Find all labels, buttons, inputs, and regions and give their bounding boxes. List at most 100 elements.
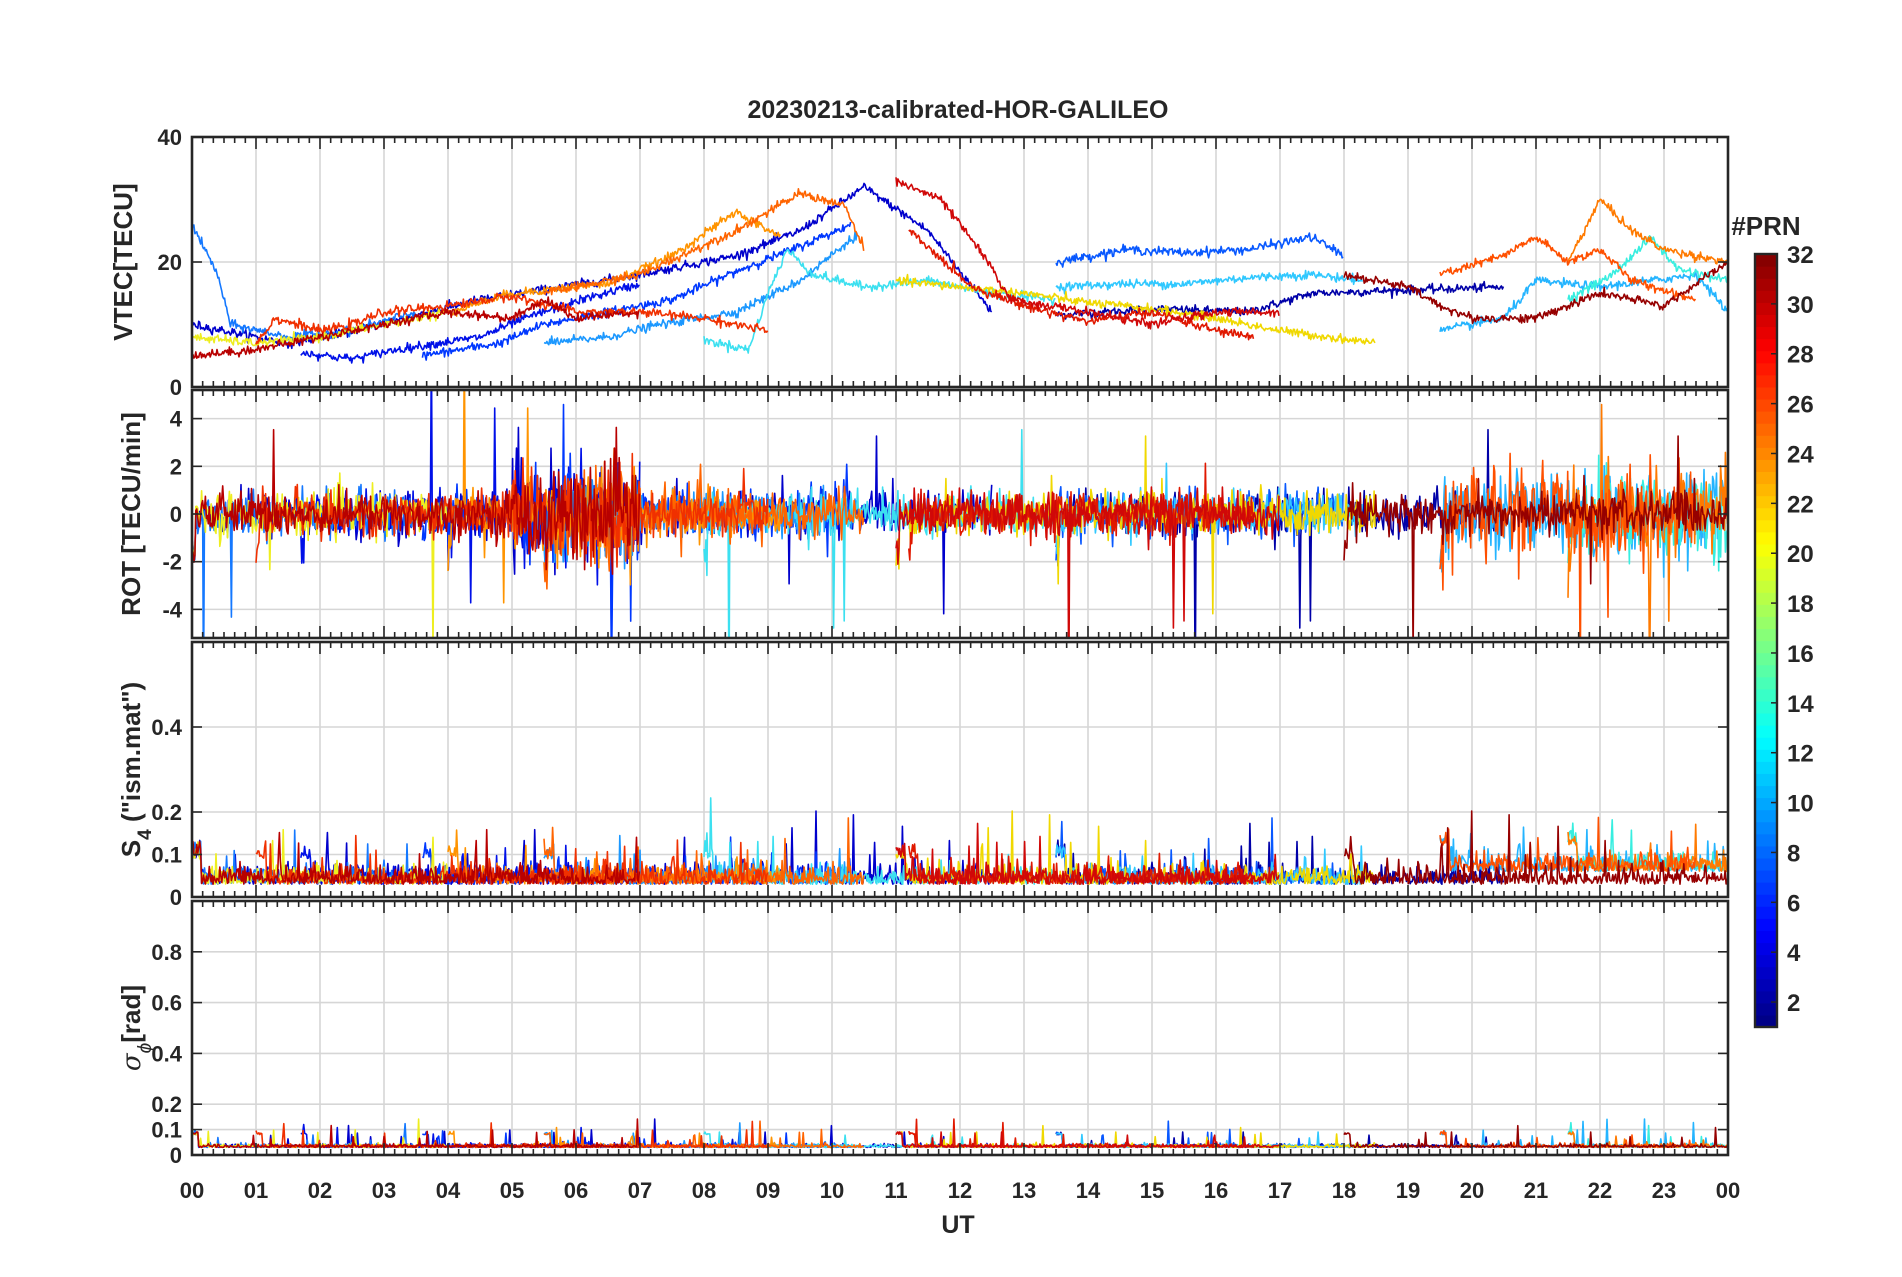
colorbar-segment [1755,882,1777,895]
x-tick-label: 01 [244,1178,268,1203]
x-tick-label: 03 [372,1178,396,1203]
colorbar-segment [1755,531,1777,545]
colorbar-segment [1755,894,1777,907]
colorbar-segment [1755,483,1777,497]
series-group-sigma [192,1118,1728,1149]
colorbar-tick-label: 18 [1787,591,1814,618]
series-line-prn-9 [1055,269,1363,295]
colorbar-segment [1755,978,1777,992]
y-axis-label-s4: S4 ("ism.mat") [116,682,156,857]
panel-s4: 0 0.1 0.2 0.4S4 ("ism.mat") [116,640,1730,910]
colorbar-segment [1755,398,1777,412]
colorbar-segment [1755,906,1777,919]
series-line-prn-21 [192,296,640,359]
x-tick-label: 05 [500,1178,524,1203]
x-tick-label: 16 [1204,1178,1228,1203]
series-line-prn-21 [192,1118,640,1149]
colorbar-tick-label: 14 [1787,691,1814,718]
colorbar-segment [1755,495,1777,509]
panel-vtec: 0 20 40 VTEC[TECU] [108,125,1730,400]
colorbar-segment [1755,278,1777,291]
y-tick-label-sigma: 0.6 [151,991,182,1016]
colorbar-segment [1755,918,1777,931]
colorbar-segment [1755,459,1777,473]
x-tick-label: 18 [1332,1178,1356,1203]
x-tick-label: 02 [308,1178,332,1203]
x-tick-label: 15 [1140,1178,1164,1203]
colorbar-segment [1755,845,1777,859]
series-line-prn-20 [895,822,1280,885]
y-tick-label-s4: 0.2 [151,800,182,825]
colorbar-segment [1755,543,1777,557]
x-tick-label: 20 [1460,1178,1484,1203]
series-line-prn-22 [1343,810,1728,885]
series-line-prn-22 [1343,261,1728,325]
series-line-prn-21 [192,426,641,575]
colorbar-segment [1755,785,1777,799]
colorbar-segment [1755,652,1777,666]
colorbar-segment [1755,833,1777,847]
y-tick-label-sigma: 0.8 [151,940,182,965]
series-line-prn-15 [1567,198,1728,266]
colorbar-label: #PRN [1731,211,1800,241]
y-tick-label-sigma: 0.1 [151,1118,182,1143]
colorbar-segment [1755,954,1777,968]
colorbar-segment [1755,1014,1777,1028]
series-line-prn-7 [543,231,858,346]
colorbar-segment [1755,411,1777,424]
colorbar-tick-label: 2 [1787,990,1800,1017]
colorbar-tick-label: 8 [1787,840,1800,867]
panel-rot: -4 -2 0 2 4 ROT [TECU/min] [116,388,1730,640]
colorbar-tick-label: 12 [1787,741,1814,768]
colorbar-segment [1755,857,1777,871]
series-line-prn-3 [300,282,640,364]
colorbar-tick-label: 32 [1787,242,1814,269]
colorbar-segment [1755,616,1777,630]
colorbar-segment [1755,447,1777,460]
colorbar-segment [1755,314,1777,328]
colorbar-segment [1755,290,1777,303]
x-axis: 00 01 02 03 04 05 06 07 08 09 10 11 12 13 14 15 16 17 18 19… [180,1178,1740,1203]
colorbar-segment [1755,555,1777,569]
y-tick-label-sigma: 0.4 [151,1041,182,1066]
colorbar-tick-label: 28 [1787,342,1814,369]
colorbar-segment [1755,302,1777,315]
colorbar-segment [1755,604,1777,617]
colorbar-segment [1755,362,1777,376]
colorbar-tick-label: 6 [1787,890,1800,917]
colorbar-segment [1755,519,1777,533]
series-line-prn-18 [255,834,769,885]
colorbar-segment [1755,809,1777,823]
colorbar-segment [1755,737,1777,750]
colorbar-segment [1755,374,1777,388]
y-tick-label-vtec: 40 [158,125,182,150]
colorbar-segment [1755,664,1777,678]
colorbar-tick-label: 22 [1787,491,1814,518]
x-tick-label: 11 [884,1178,907,1203]
series-line-prn-11 [1567,454,1728,572]
colorbar-segment [1755,350,1777,364]
x-tick-label: 09 [756,1178,780,1203]
colorbar-segment [1755,254,1777,267]
colorbar-segment [1755,761,1777,774]
y-tick-label-rot: 0 [170,502,182,527]
x-tick-label: 23 [1652,1178,1676,1203]
colorbar-segment [1755,966,1777,980]
y-tick-label-sigma: 0.2 [151,1092,182,1117]
colorbar-tick-label: 10 [1787,791,1814,818]
colorbar-segment [1755,725,1777,738]
series-line-prn-16 [543,188,865,296]
colorbar-tick-label: 24 [1787,441,1814,468]
y-tick-label-rot: -2 [162,550,182,575]
colorbar-tick-label: 26 [1787,392,1814,419]
y-tick-label-vtec: 20 [158,250,182,275]
x-tick-label: 12 [948,1178,972,1203]
y-tick-label-rot: -4 [162,597,182,622]
series-line-prn-17 [1439,816,1697,873]
x-tick-label: 17 [1268,1178,1292,1203]
x-tick-label: 06 [564,1178,588,1203]
colorbar-segment [1755,580,1777,593]
colorbar-segment [1755,266,1777,279]
